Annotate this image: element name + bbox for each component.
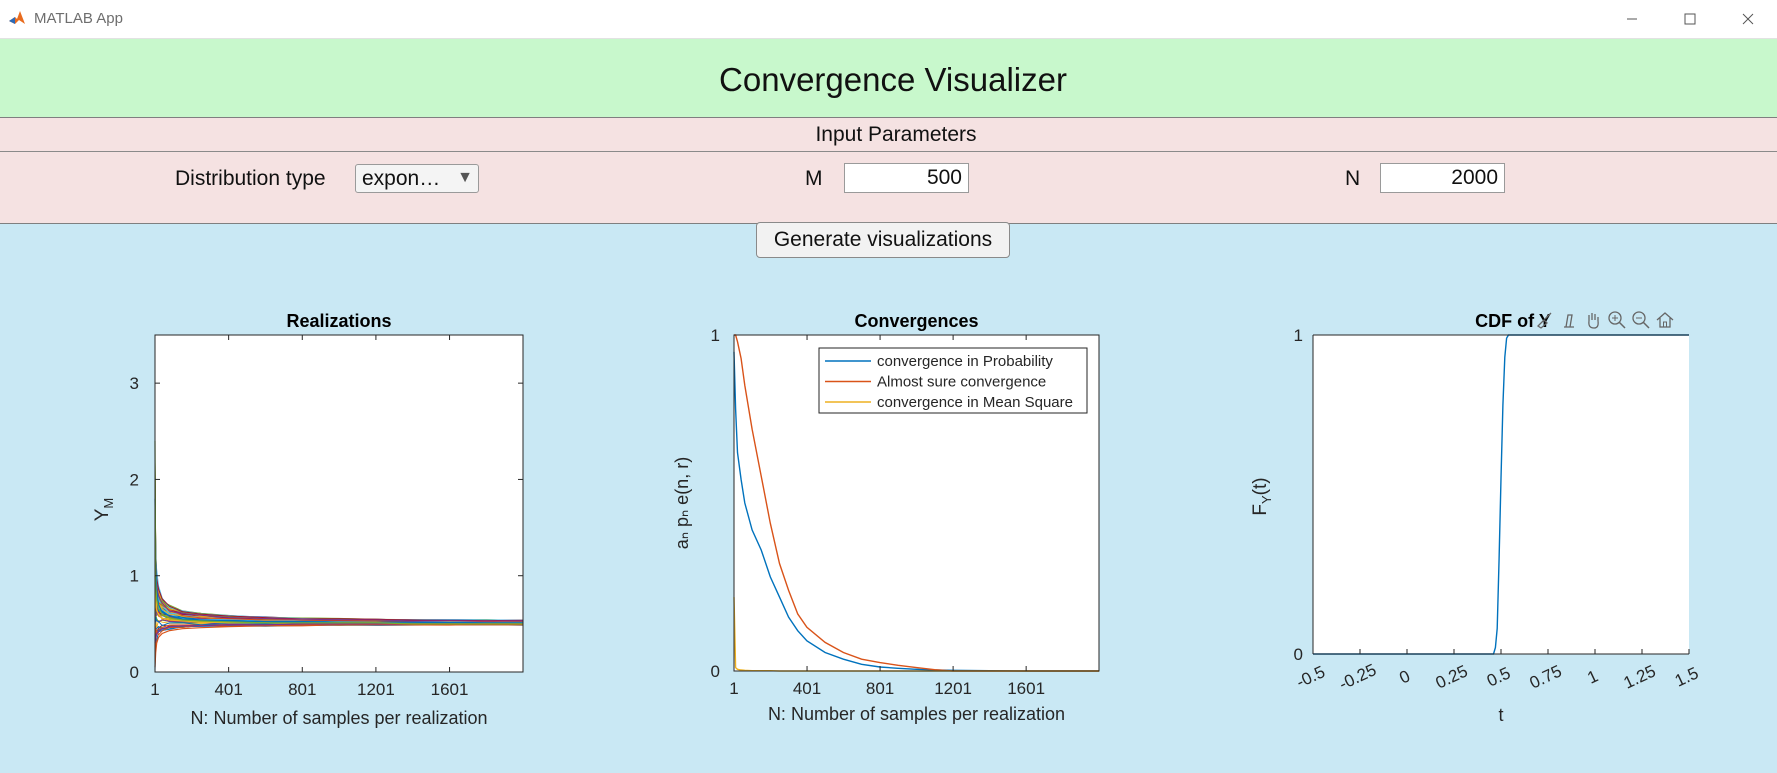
x-tick-label: 1601 — [431, 680, 469, 699]
panel-header: Input Parameters — [0, 118, 1777, 152]
x-tick-label: 801 — [288, 680, 316, 699]
close-button[interactable] — [1737, 8, 1759, 30]
y-tick-label: 1 — [130, 567, 139, 586]
legend-entry: convergence in Mean Square — [877, 394, 1073, 411]
minimize-button[interactable] — [1621, 8, 1643, 30]
legend-entry: convergence in Probability — [877, 353, 1053, 370]
y-tick-label: 1 — [1294, 326, 1303, 345]
y-tick-label: 3 — [130, 374, 139, 393]
y-tick-label: 0 — [1294, 645, 1303, 664]
y-axis-label: FY(t) — [1250, 477, 1274, 515]
chevron-down-icon: ▼ — [457, 169, 473, 186]
distribution-type-label: Distribution type — [175, 167, 326, 190]
n-field[interactable]: 2000 — [1380, 163, 1505, 193]
x-tick-label: 801 — [866, 679, 894, 698]
axes-box-1 — [154, 334, 524, 673]
home-icon[interactable] — [1654, 309, 1676, 331]
distribution-type-dropdown[interactable]: expon… ▼ — [355, 164, 479, 193]
x-tick-label: 401 — [793, 679, 821, 698]
x-tick-label: 1201 — [934, 679, 972, 698]
realization-line — [154, 503, 524, 622]
y-tick-label: 2 — [130, 470, 139, 489]
brush-icon[interactable] — [1534, 309, 1556, 331]
header-panel: Convergence Visualizer — [0, 39, 1777, 118]
x-tick-label: 1601 — [1007, 679, 1045, 698]
x-tick-label: -0.5 — [1293, 662, 1328, 692]
chart-title: Convergences — [854, 311, 978, 331]
input-parameters-panel: Input Parameters Distribution type expon… — [0, 118, 1777, 224]
x-tick-label: 1.25 — [1621, 661, 1659, 692]
zoom-out-icon[interactable] — [1630, 309, 1652, 331]
y-axis-label: YM — [92, 498, 116, 522]
data-tips-icon[interactable] — [1558, 309, 1580, 331]
y-tick-label: 1 — [711, 326, 720, 345]
pan-icon[interactable] — [1582, 309, 1604, 331]
axes-box-2 — [733, 334, 1100, 672]
zoom-in-icon[interactable] — [1606, 309, 1628, 331]
x-tick-label: 1 — [150, 680, 159, 699]
convergence-line-2 — [734, 334, 1099, 672]
x-tick-label: 0.75 — [1527, 661, 1565, 692]
x-tick-label: 1.5 — [1672, 663, 1701, 690]
legend-entry: Almost sure convergence — [877, 374, 1046, 391]
minimize-icon — [1627, 18, 1637, 20]
m-label: M — [805, 167, 823, 190]
x-tick-label: -0.25 — [1336, 660, 1379, 694]
x-axis-label: t — [1498, 705, 1503, 725]
y-tick-label: 0 — [130, 663, 139, 682]
series-line-5 — [154, 440, 523, 625]
x-tick-label: 0.25 — [1433, 661, 1471, 692]
n-label: N — [1345, 167, 1361, 190]
x-tick-label: 0.5 — [1484, 663, 1513, 690]
series-line-1 — [154, 498, 523, 624]
close-icon — [1742, 13, 1754, 25]
dropdown-value: expon… — [362, 167, 441, 190]
y-tick-label: 0 — [711, 662, 720, 681]
maximize-icon — [1684, 13, 1696, 25]
x-axis-label: N: Number of samples per realization — [190, 708, 487, 728]
chart-title: Realizations — [286, 311, 391, 331]
m-field[interactable]: 500 — [844, 163, 969, 193]
window-title: MATLAB App — [34, 10, 123, 27]
x-tick-label: 1 — [729, 679, 738, 698]
realization-line — [154, 461, 524, 622]
x-tick-label: 0 — [1396, 666, 1413, 687]
generate-visualizations-button[interactable]: Generate visualizations — [756, 222, 1010, 258]
maximize-button[interactable] — [1679, 8, 1701, 30]
x-tick-label: 1201 — [357, 680, 395, 699]
page-title: Convergence Visualizer — [719, 61, 1067, 98]
x-axis-label: N: Number of samples per realization — [768, 704, 1065, 724]
chart-title: CDF of Y — [1475, 311, 1551, 331]
panel-title: Input Parameters — [815, 123, 977, 146]
axes-toolbar — [1530, 307, 1686, 335]
series-line-2 — [154, 624, 523, 668]
x-tick-label: 401 — [214, 680, 242, 699]
x-tick-label: 1 — [1584, 666, 1601, 687]
y-axis-label: aₙ pₙ e(n, r) — [672, 457, 692, 549]
window-titlebar: MATLAB App — [0, 0, 1777, 39]
matlab-icon — [8, 9, 26, 27]
